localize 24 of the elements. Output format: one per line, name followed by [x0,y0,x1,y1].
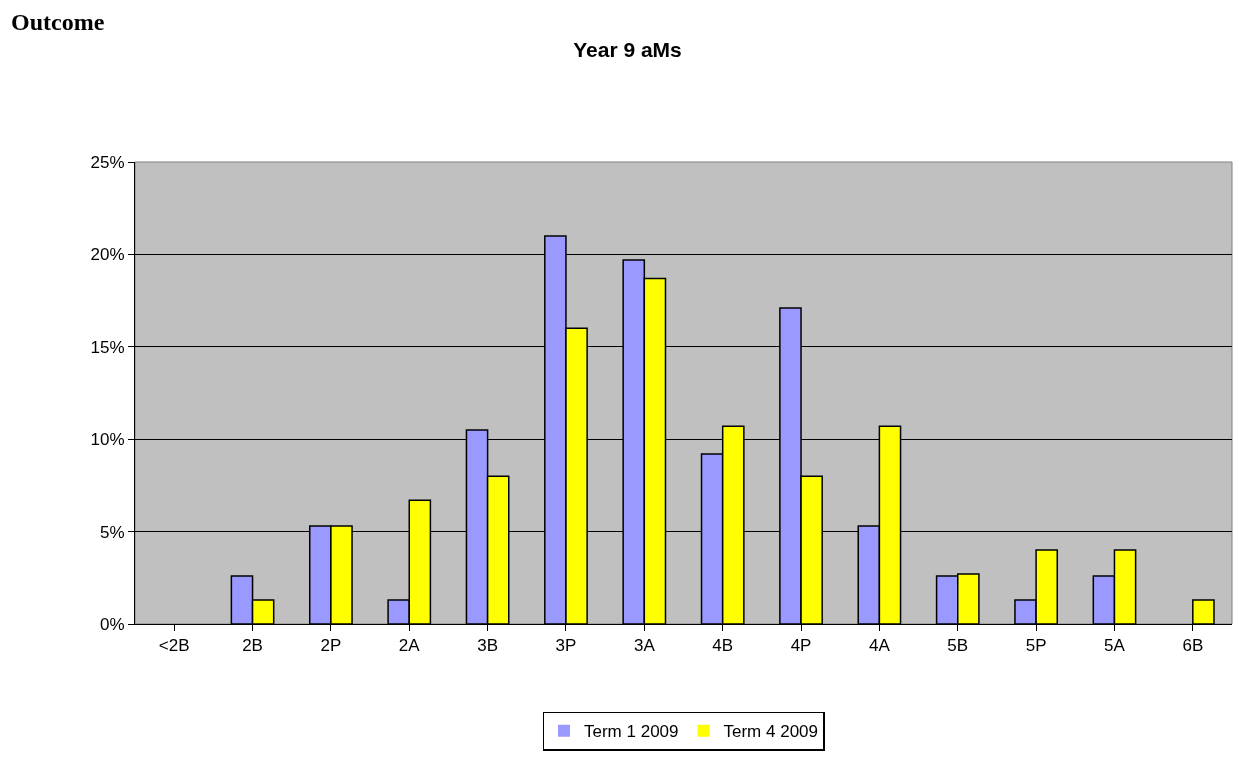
x-tick-label: 2P [320,636,342,656]
chart-title: Year 9 aMs [573,38,682,62]
y-tick-label: 10% [90,430,125,450]
legend-label: Term 1 2009 [584,722,679,742]
x-tick-label: 4A [868,636,891,656]
x-tick-label: 5A [1104,636,1126,656]
legend-label: Term 4 2009 [723,722,818,742]
x-tick-label: 4B [712,636,734,656]
y-tick-label: 20% [90,245,125,265]
x-tick-label: <2B [158,636,190,656]
y-tick-label: 15% [90,337,125,357]
y-tick-label: 5% [100,522,125,542]
x-tick-label: 5B [947,636,969,656]
x-tick-label: 6B [1182,636,1204,656]
x-tick-label: 2B [242,636,263,656]
x-tick-label: 3B [477,636,499,656]
text: Outcome [11,9,105,35]
x-tick-label: 3A [633,636,656,656]
x-tick-label: 2A [398,636,421,656]
x-tick-label: 3P [555,636,577,656]
x-tick-label: 5P [1025,636,1047,656]
y-tick-label: 25% [90,152,125,172]
y-tick-label: 0% [100,614,125,634]
x-tick-label: 4P [790,636,812,656]
